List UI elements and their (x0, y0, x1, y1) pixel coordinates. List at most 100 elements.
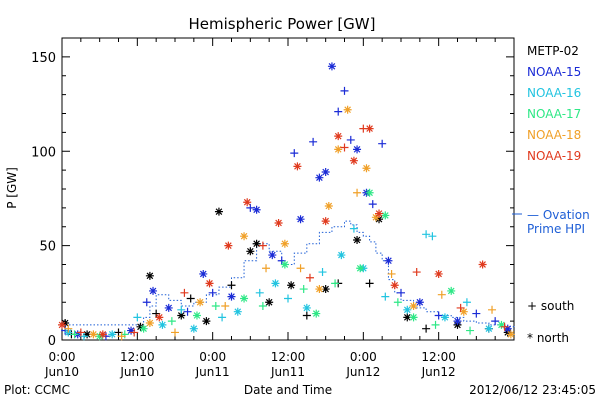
south-point (349, 224, 358, 233)
north-point (58, 320, 66, 329)
north-point (205, 279, 214, 288)
x-tick-label-date: Jun11 (270, 365, 305, 379)
north-point (409, 302, 418, 311)
south-point (393, 298, 402, 307)
north-point (375, 209, 384, 218)
north-point (390, 281, 399, 290)
north-point (240, 294, 249, 303)
ovation-line (62, 220, 515, 329)
south-point (412, 268, 421, 277)
series-noaa-16 (64, 224, 493, 341)
south-point (365, 279, 374, 288)
north-point (246, 247, 255, 256)
north-point (243, 198, 252, 207)
south-point (208, 288, 217, 297)
south-point (167, 317, 176, 326)
x-tick-label-date: Jun11 (195, 365, 230, 379)
north-point (224, 241, 233, 250)
x-tick-label-time: 12:00 (120, 350, 155, 364)
north-point (280, 239, 289, 248)
x-tick-label-time: 12:00 (271, 350, 306, 364)
north-point (312, 309, 321, 318)
north-point (362, 164, 371, 173)
south-point (221, 302, 230, 311)
y-tick-label: 150 (31, 51, 56, 66)
north-point (252, 239, 261, 248)
south-point (133, 313, 142, 322)
south-point (305, 273, 314, 282)
north-point (447, 286, 456, 295)
north-point (375, 215, 384, 224)
south-point (183, 307, 192, 316)
north-point (61, 319, 70, 328)
series-noaa-17 (70, 188, 506, 341)
north-point (177, 311, 186, 320)
north-point (327, 62, 336, 71)
north-point (196, 298, 205, 307)
north-point (403, 305, 412, 314)
north-point (334, 132, 343, 141)
south-point (130, 328, 139, 337)
north-point (89, 330, 98, 339)
north-point (252, 205, 261, 214)
north-point (296, 215, 305, 224)
north-point (356, 264, 365, 273)
north-point (189, 324, 198, 333)
north-point (280, 260, 289, 269)
legend-entry: NOAA-16 (527, 86, 581, 100)
footer-timestamp: 2012/06/12 23:45:05 (469, 383, 596, 397)
north-point (155, 313, 164, 322)
north-point (321, 285, 330, 294)
y-axis: 0 50 100 150 (31, 37, 514, 349)
south-marker-key: + south (527, 299, 574, 313)
north-point (214, 207, 223, 216)
north-point (321, 217, 330, 226)
south-point (76, 328, 85, 337)
x-tick-label-time: 0:00 (350, 350, 377, 364)
north-point (145, 319, 154, 328)
north-point (287, 281, 296, 290)
legend-entry: NOAA-15 (527, 65, 581, 79)
north-point (240, 232, 249, 241)
north-point (293, 162, 302, 171)
south-point (437, 290, 446, 299)
south-point (500, 322, 509, 331)
north-point (315, 285, 324, 294)
legend-entry: METP-02 (527, 44, 579, 58)
north-point (409, 313, 418, 322)
south-point (302, 311, 311, 320)
chart-title: Hemispheric Power [GW] (189, 15, 376, 33)
south-point (456, 303, 465, 312)
south-point (346, 135, 355, 144)
ovation-step-line (62, 220, 515, 329)
north-point (415, 298, 424, 307)
south-point (246, 203, 255, 212)
north-point (274, 218, 283, 227)
south-point (64, 324, 73, 333)
legend: METP-02 NOAA-15 NOAA-16 NOAA-17 NOAA-18 NOAA-… (527, 44, 581, 163)
north-point (145, 271, 154, 280)
series-noaa-18 (64, 105, 515, 341)
south-point (488, 305, 497, 314)
south-point (387, 269, 396, 278)
north-point (139, 324, 148, 333)
south-point (422, 230, 431, 239)
north-point (265, 298, 274, 307)
x-tick-label-date: Jun10 (119, 365, 154, 379)
y-tick-label: 100 (31, 145, 56, 160)
south-point (466, 326, 475, 335)
ovation-label-line1: — Ovation (527, 208, 590, 222)
north-point (353, 145, 362, 154)
footer-source: Plot: CCMC (4, 383, 70, 397)
x-axis-label: Date and Time (244, 383, 332, 397)
north-point (202, 317, 211, 326)
x-tick-label-time: 0:00 (199, 350, 226, 364)
north-point (164, 303, 173, 312)
south-point (218, 313, 227, 322)
x-tick-label-time: 0:00 (49, 350, 76, 364)
ovation-label-line2: Prime HPI (527, 222, 585, 236)
south-point (368, 200, 377, 209)
south-point (309, 137, 318, 146)
north-point (403, 313, 412, 322)
north-point (268, 251, 277, 260)
